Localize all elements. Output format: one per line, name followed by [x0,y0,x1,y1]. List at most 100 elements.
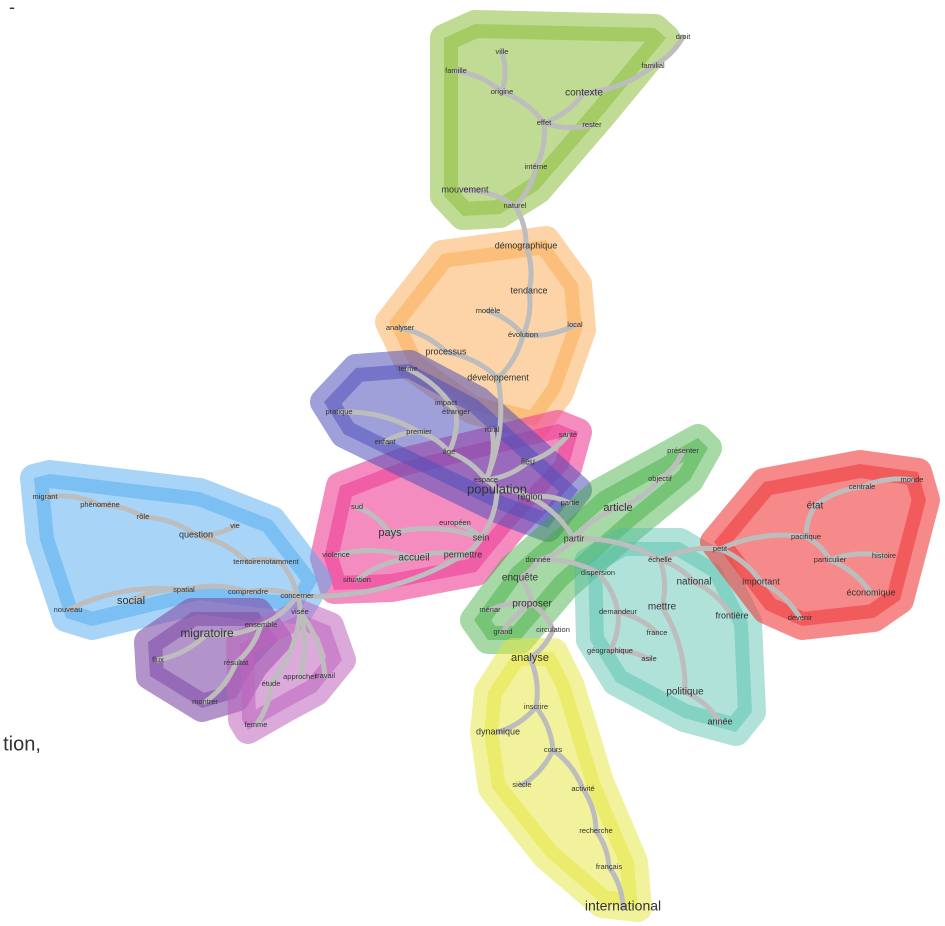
node-label: grand [493,627,512,636]
node-label: géographique [587,646,633,655]
node-label: partie [561,498,580,507]
edge [581,63,656,96]
node-label: violence [322,550,350,559]
node-label: territoire [233,557,261,566]
edge [803,534,833,563]
edge [717,546,764,585]
clusters [20,10,940,922]
node-label: ménar [479,605,501,614]
edge [277,559,300,599]
edges [42,34,915,910]
edge [527,494,577,542]
edge [336,409,422,435]
edge [294,552,466,599]
edge [462,187,518,209]
edge [397,325,449,355]
node-label: demandeur [599,607,637,616]
node-label: tendance [510,285,547,295]
node-label: situation [343,575,371,584]
node-label: âge [443,447,456,456]
edge [499,49,508,95]
edge [202,660,239,705]
node-label: migratoire [180,626,234,640]
edge [443,349,501,381]
edge [541,120,595,131]
node-label: important [742,576,780,586]
edge [859,476,915,490]
node-label: centrale [849,482,876,491]
edge [615,609,660,636]
node-label: sud [351,502,363,511]
fragment: - [9,0,15,17]
edge [535,557,601,576]
node-label: social [117,595,145,607]
node-label: donnée [525,555,550,564]
edge [523,243,534,294]
edge [253,681,274,728]
edge [245,587,300,599]
node-label: migrant [32,492,58,501]
edge [387,525,484,541]
edge [607,648,652,662]
node-label: permettre [444,549,483,559]
edge [520,322,578,338]
node-label: rôle [137,512,150,521]
node-label: montrer [192,697,218,706]
node-label: contexte [565,88,603,99]
node-label: année [707,716,732,726]
edge [541,90,587,126]
edge [500,601,535,635]
node-label: résultat [224,658,250,667]
labels: droit familial ville famille origine contexte… [32,32,923,914]
node-label: objectif [648,474,673,483]
node-label: circulation [536,625,570,634]
node-label: population [467,481,527,496]
node-label: étranger [442,407,470,416]
edge [691,579,735,619]
node-label: droit [676,32,692,41]
node-label: local [567,320,583,329]
edge [258,593,300,628]
edge [382,429,422,445]
node-label: enquête [502,573,539,584]
node-label: article [603,502,632,514]
edge [446,409,459,455]
node-label: famille [445,66,467,75]
node-label: analyse [511,652,549,664]
node-label: ensemble [245,620,278,629]
node-label: processus [425,346,467,356]
node-label: concerner [280,591,314,600]
edge [354,555,417,583]
edge [580,786,599,834]
edge [607,609,621,654]
node-label: analyser [386,323,415,332]
node-label: premier [406,427,432,436]
node-label: développement [467,372,529,382]
edge [657,557,668,610]
node-label: femme [245,720,268,729]
node-label: politique [666,687,704,698]
edge [446,449,489,483]
node-label: français [596,862,623,871]
edge [650,34,686,69]
edge [682,689,723,725]
edge [499,89,547,126]
cluster [470,638,652,922]
edge [520,288,533,338]
node-label: terme [398,364,417,373]
node-label: question [179,529,213,539]
edge [42,493,103,508]
edge [453,68,505,95]
edge [595,570,621,615]
node-label: espace [474,475,498,484]
edge [827,551,887,563]
node-label: rural [484,425,499,434]
node-label: international [585,898,661,914]
edge [411,550,466,561]
edge [550,747,586,792]
node-label: mouvement [441,184,489,194]
node-label: activité [571,784,594,793]
edge [519,747,556,788]
edge [485,308,526,338]
